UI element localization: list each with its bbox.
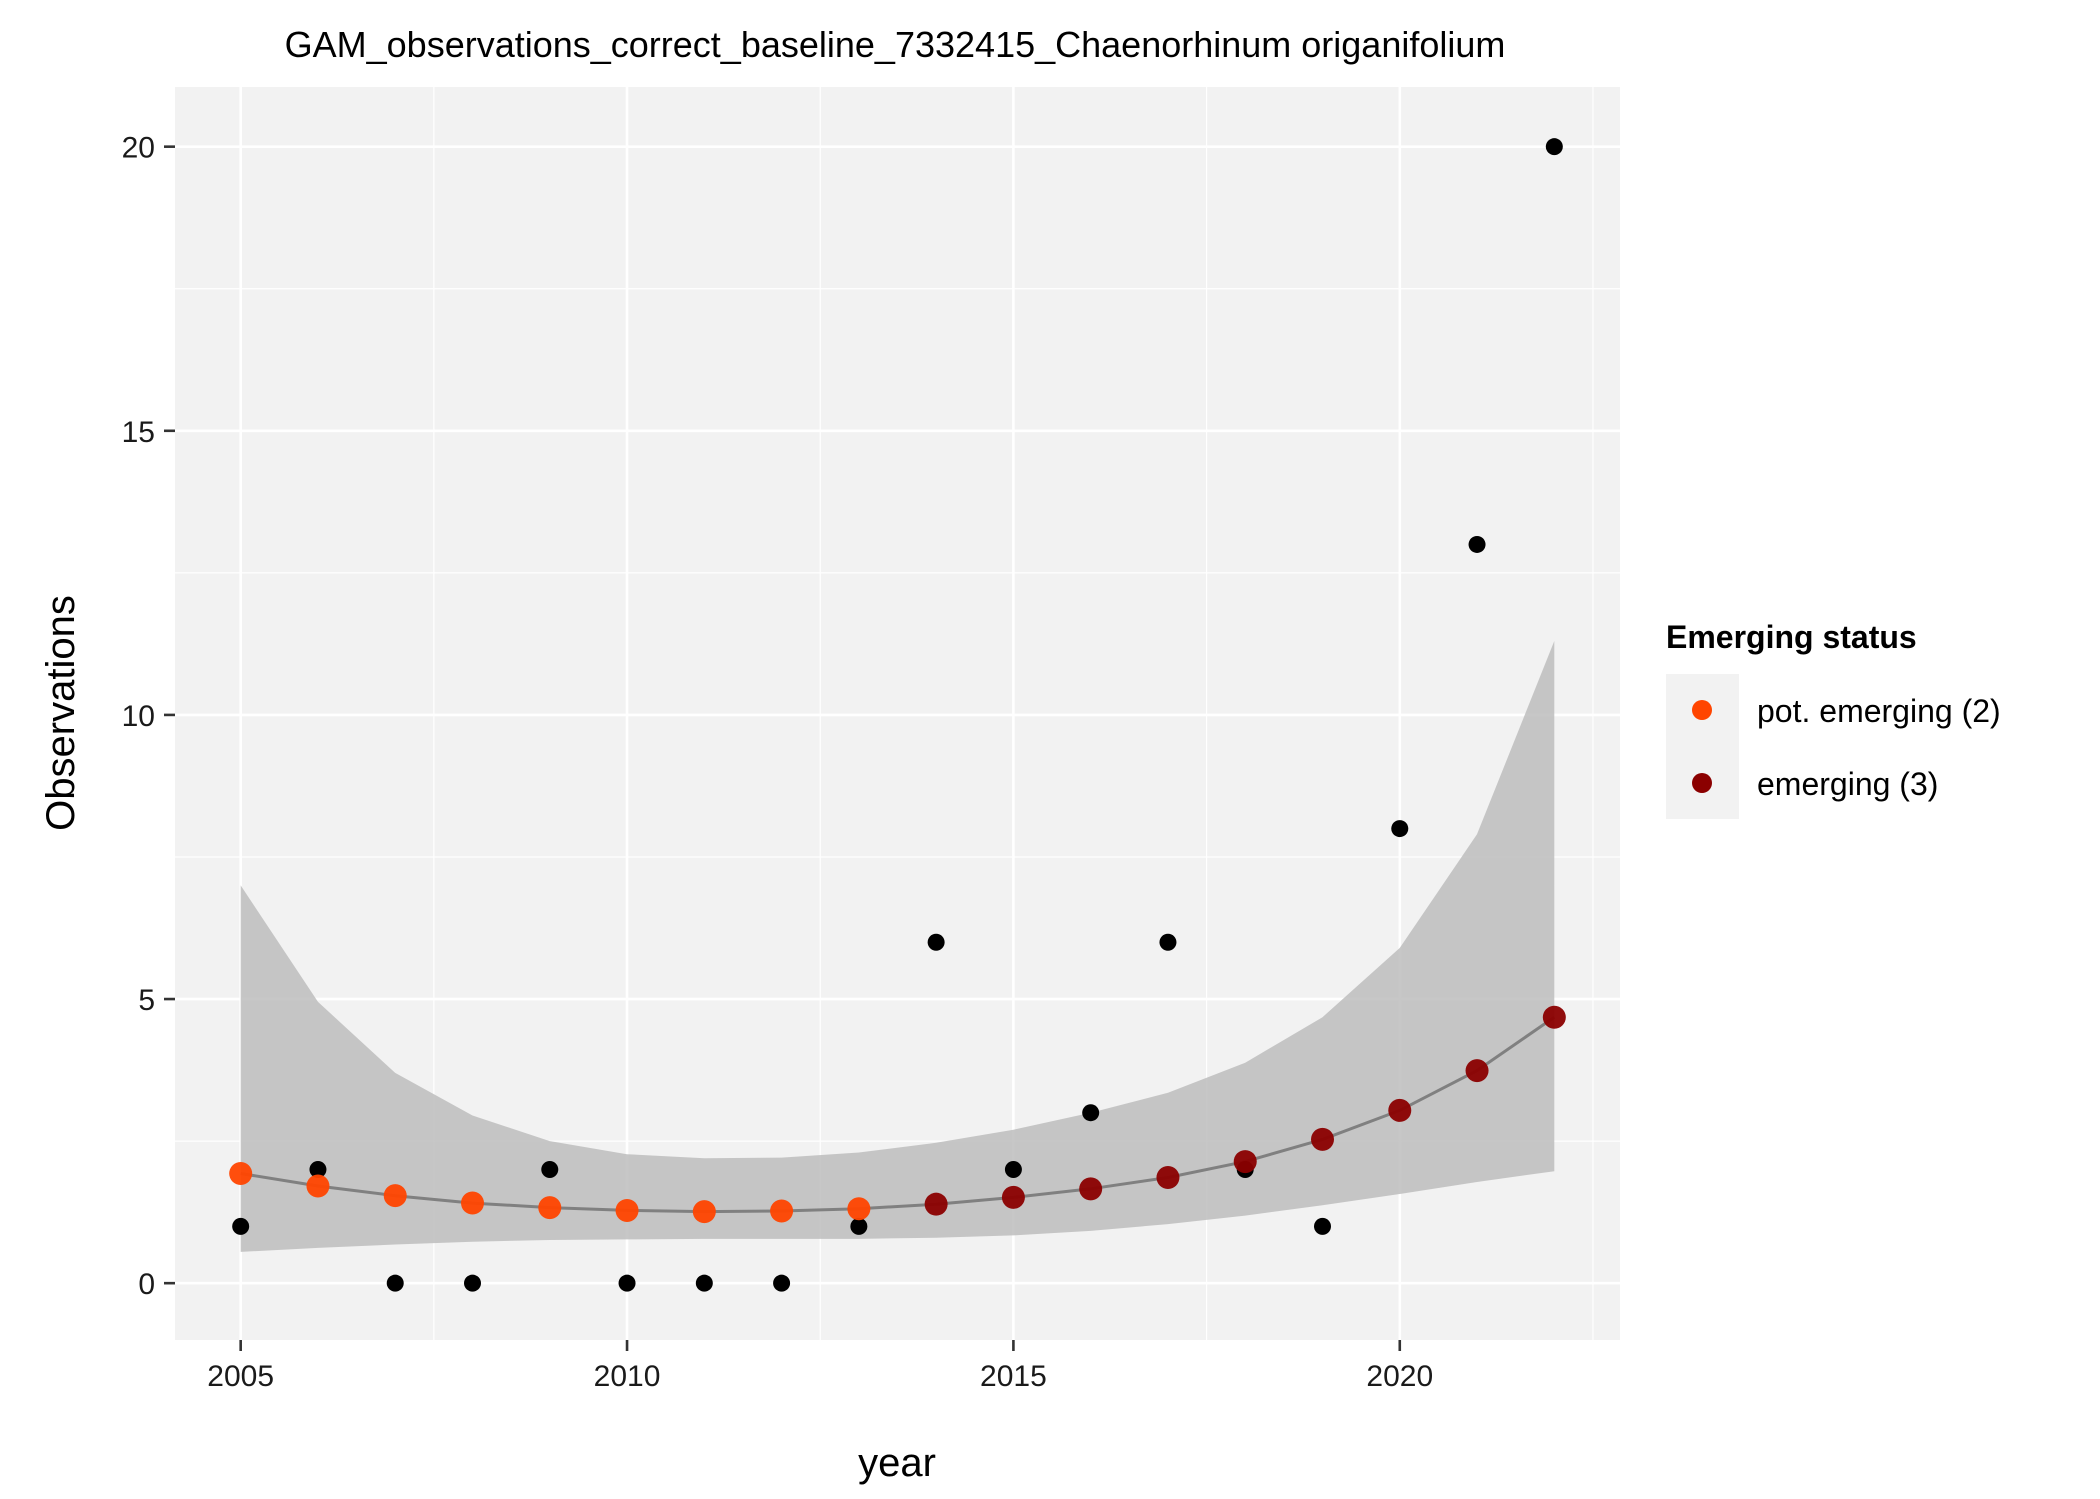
minor-gridlines xyxy=(175,87,1620,1340)
confidence-ribbon xyxy=(240,641,1555,1252)
fitted-point xyxy=(1388,1098,1412,1122)
fitted-point xyxy=(1079,1177,1103,1201)
observed-points-layer xyxy=(232,138,1563,1292)
fitted-point xyxy=(1233,1150,1257,1174)
observed-point xyxy=(773,1274,791,1292)
fitted-point xyxy=(229,1162,253,1186)
axes-layer: 2005 2010 2015 2020 0 5 10 15 20 xyxy=(122,132,1434,1393)
x-tick-label: 2005 xyxy=(207,1360,274,1393)
fitted-points-layer xyxy=(229,1005,1566,1224)
observed-point xyxy=(386,1274,404,1292)
y-tick-label: 15 xyxy=(122,416,155,449)
fitted-point xyxy=(1542,1005,1566,1029)
x-axis-title: year xyxy=(858,1441,936,1485)
fitted-point xyxy=(924,1192,948,1216)
y-tick-label: 0 xyxy=(138,1268,155,1301)
y-tick-label: 10 xyxy=(122,700,155,733)
legend-key-emerging xyxy=(1692,773,1712,793)
fitted-point xyxy=(538,1196,562,1220)
legend-label-pot-emerging: pot. emerging (2) xyxy=(1757,693,2001,729)
fitted-point xyxy=(1156,1165,1180,1189)
observed-point xyxy=(618,1274,636,1292)
fitted-point xyxy=(692,1200,716,1224)
observed-point xyxy=(1391,820,1409,838)
legend: Emerging status pot. emerging (2) emergi… xyxy=(1666,619,2001,819)
fitted-point xyxy=(1001,1185,1025,1209)
y-tick-label: 20 xyxy=(122,132,155,165)
y-tick-label: 5 xyxy=(138,984,155,1017)
observed-point xyxy=(1004,1161,1022,1179)
fitted-point xyxy=(461,1191,484,1215)
observed-point xyxy=(309,1161,327,1179)
legend-key-background xyxy=(1666,674,1739,819)
legend-key-pot-emerging xyxy=(1692,700,1712,720)
y-axis-title: Observations xyxy=(39,595,83,831)
fitted-point xyxy=(383,1184,407,1208)
observed-point xyxy=(464,1274,481,1292)
observed-point xyxy=(232,1217,250,1235)
fitted-point xyxy=(1311,1127,1334,1151)
observed-point xyxy=(1468,535,1486,553)
chart-title: GAM_observations_correct_baseline_733241… xyxy=(285,24,1506,65)
confidence-ribbon-layer xyxy=(240,641,1555,1252)
observed-point xyxy=(1545,138,1563,156)
observed-point xyxy=(850,1217,868,1235)
fitted-point xyxy=(615,1198,639,1222)
legend-title: Emerging status xyxy=(1666,619,1917,655)
fitted-point xyxy=(770,1199,794,1223)
observed-point xyxy=(1159,933,1177,951)
legend-label-emerging: emerging (3) xyxy=(1757,766,1938,802)
fit-line-layer xyxy=(240,1015,1556,1214)
observed-point xyxy=(1314,1217,1331,1235)
observed-point xyxy=(927,933,945,951)
fit-line xyxy=(240,1015,1556,1214)
fitted-point xyxy=(847,1197,871,1221)
fitted-point xyxy=(1465,1059,1489,1083)
observed-point xyxy=(541,1161,559,1179)
x-tick-label: 2010 xyxy=(594,1360,661,1393)
observed-point xyxy=(1082,1104,1100,1122)
observed-point xyxy=(695,1274,713,1292)
fitted-point xyxy=(306,1174,330,1198)
x-tick-label: 2015 xyxy=(980,1360,1047,1393)
x-tick-label: 2020 xyxy=(1366,1360,1433,1393)
